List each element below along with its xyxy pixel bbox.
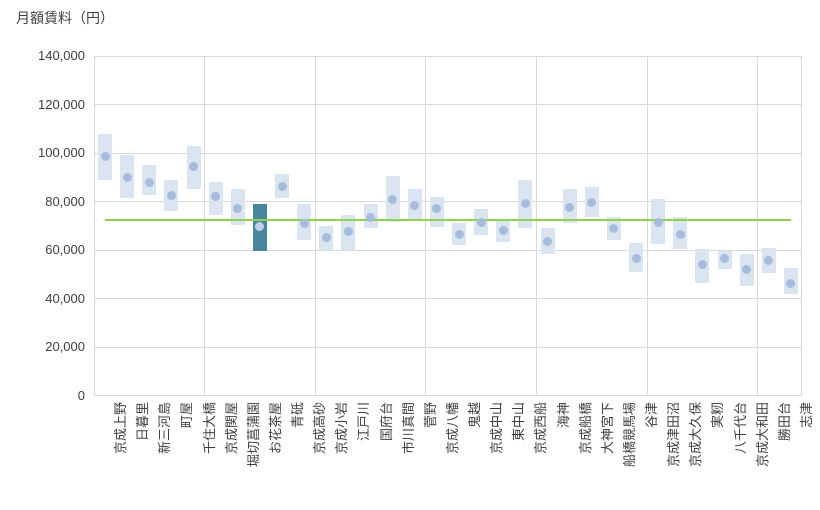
plot-border xyxy=(94,56,802,396)
x-tick-label: 京成津田沼 xyxy=(666,402,682,468)
h-gridline xyxy=(94,152,802,154)
median-dot xyxy=(432,204,442,214)
y-tick-label: 140,000 xyxy=(38,48,85,63)
median-dot xyxy=(476,217,486,227)
y-tick-label: 120,000 xyxy=(38,96,85,112)
x-tick-label: 京成大和田 xyxy=(754,402,770,468)
median-dot xyxy=(189,161,199,171)
median-dot xyxy=(144,177,154,187)
x-tick-label: 市川真間 xyxy=(400,402,416,455)
median-dot xyxy=(653,217,663,227)
x-tick-label: 堀切菖蒲園 xyxy=(245,402,261,468)
x-tick-label: 京成小岩 xyxy=(334,402,350,455)
x-tick-label: 実籾 xyxy=(710,402,726,429)
x-tick-label: 京成船橋 xyxy=(577,402,593,455)
median-dot xyxy=(321,233,331,243)
h-gridline xyxy=(94,298,802,299)
v-gridline xyxy=(757,56,759,396)
x-tick-label: 京成中山 xyxy=(489,402,505,455)
x-tick-label: 京成上野 xyxy=(113,402,129,455)
median-dot xyxy=(366,212,376,222)
median-dot xyxy=(565,203,575,213)
h-gridline xyxy=(94,104,802,105)
h-gridline xyxy=(94,249,802,251)
x-tick-label: 国府台 xyxy=(378,402,394,442)
h-gridline xyxy=(94,395,802,396)
y-tick-label: 0 xyxy=(77,387,85,403)
median-dot xyxy=(498,226,508,236)
x-tick-label: 谷津 xyxy=(644,402,660,429)
x-tick-label: 青砥 xyxy=(290,402,306,429)
median-dot xyxy=(233,204,243,214)
median-dot xyxy=(675,229,685,239)
v-gridline xyxy=(314,56,316,396)
h-gridline xyxy=(94,346,802,348)
median-dot xyxy=(454,229,464,239)
x-tick-label: 東中山 xyxy=(511,402,527,442)
x-tick-label: 鬼越 xyxy=(467,402,483,429)
median-dot xyxy=(122,172,132,182)
v-gridline xyxy=(204,56,206,396)
x-tick-label: 京成高砂 xyxy=(312,402,328,455)
x-tick-label: 京成関屋 xyxy=(223,402,239,455)
v-gridline xyxy=(425,56,427,396)
y-tick-label: 100,000 xyxy=(38,145,85,160)
median-dot xyxy=(277,182,287,192)
median-dot xyxy=(520,199,530,209)
median-dot xyxy=(764,256,774,266)
median-dot xyxy=(631,253,641,263)
median-dot xyxy=(587,198,597,208)
median-dot xyxy=(609,223,619,233)
x-tick-label: 京成八幡 xyxy=(444,402,460,455)
x-tick-label: 菅野 xyxy=(422,402,438,429)
h-gridline xyxy=(94,201,802,202)
x-tick-label: 江戸川 xyxy=(356,402,372,442)
x-tick-label: お花茶屋 xyxy=(267,402,283,455)
y-tick-label: 40,000 xyxy=(45,290,85,306)
median-dot xyxy=(388,194,398,204)
x-tick-label: 京成西船 xyxy=(533,402,549,455)
x-tick-label: 船橋競馬場 xyxy=(621,402,637,468)
x-tick-label: 千住大橋 xyxy=(201,402,217,455)
x-tick-label: 京成大久保 xyxy=(688,402,704,468)
x-tick-label: 新三河島 xyxy=(157,402,173,455)
average-reference-line xyxy=(105,219,791,222)
v-gridline xyxy=(646,56,648,396)
x-tick-label: 志津 xyxy=(798,402,814,429)
median-dot xyxy=(343,227,353,237)
x-tick-label: 八千代台 xyxy=(732,402,748,455)
y-tick-label: 80,000 xyxy=(45,193,85,209)
x-tick-label: 海神 xyxy=(555,402,571,429)
x-tick-label: 日暮里 xyxy=(135,402,151,442)
median-dot xyxy=(211,192,221,202)
chart-title: 月額賃料（円） xyxy=(16,10,114,26)
median-dot xyxy=(543,237,553,246)
median-dot-highlighted xyxy=(255,222,265,232)
x-tick-label: 勝田台 xyxy=(776,402,792,442)
x-tick-label: 町屋 xyxy=(179,402,195,429)
median-dot xyxy=(742,264,752,274)
median-dot xyxy=(786,279,796,289)
v-gridline xyxy=(536,56,537,396)
x-tick-label: 大神宮下 xyxy=(599,402,615,455)
median-dot xyxy=(299,218,309,228)
median-dot xyxy=(166,190,176,200)
y-tick-label: 60,000 xyxy=(45,242,85,257)
median-dot xyxy=(100,152,110,162)
median-dot xyxy=(697,260,707,270)
y-tick-label: 20,000 xyxy=(45,339,85,354)
median-dot xyxy=(720,253,730,263)
median-dot xyxy=(410,200,420,210)
